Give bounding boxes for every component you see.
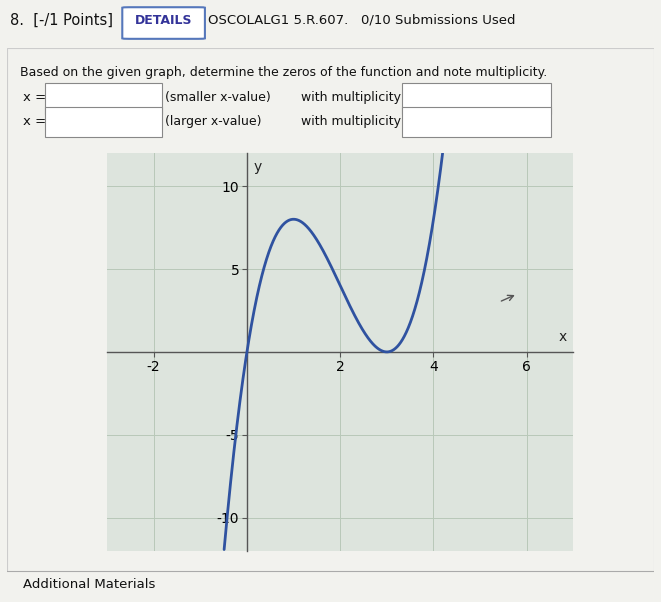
- Text: OSCOLALG1 5.R.607.   0/10 Submissions Used: OSCOLALG1 5.R.607. 0/10 Submissions Used: [208, 14, 516, 27]
- Text: Additional Materials: Additional Materials: [22, 578, 155, 591]
- Text: (larger x-value): (larger x-value): [165, 115, 262, 128]
- Text: (smaller x-value): (smaller x-value): [165, 92, 271, 104]
- Text: x =: x =: [22, 92, 46, 104]
- FancyBboxPatch shape: [122, 7, 205, 39]
- Text: x =: x =: [22, 115, 46, 128]
- Text: x: x: [558, 330, 566, 344]
- FancyBboxPatch shape: [402, 107, 551, 137]
- Text: with multiplicity: with multiplicity: [301, 92, 401, 104]
- Text: Based on the given graph, determine the zeros of the function and note multiplic: Based on the given graph, determine the …: [20, 66, 547, 79]
- Text: DETAILS: DETAILS: [135, 14, 192, 27]
- Text: y: y: [254, 160, 262, 173]
- FancyBboxPatch shape: [402, 83, 551, 114]
- FancyBboxPatch shape: [46, 107, 162, 137]
- Text: 8.  [-/1 Points]: 8. [-/1 Points]: [10, 13, 113, 28]
- Text: with multiplicity: with multiplicity: [301, 115, 401, 128]
- FancyBboxPatch shape: [46, 83, 162, 114]
